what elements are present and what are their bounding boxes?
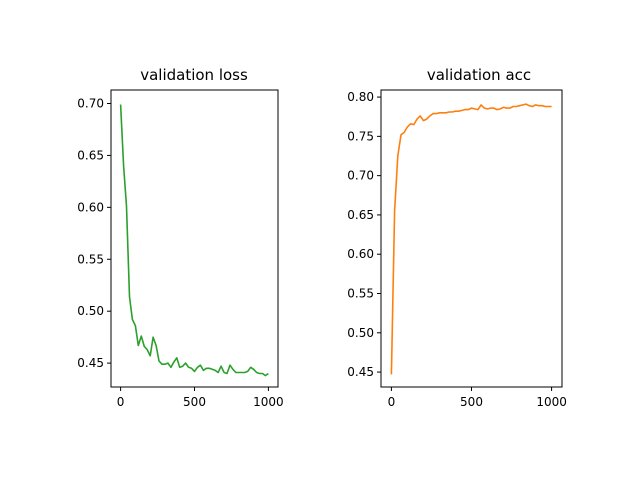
acc-y-tick-label: 0.45 xyxy=(347,365,374,379)
acc-y-tick-label: 0.50 xyxy=(347,326,374,340)
acc-panel: validation acc 0.45 0.50 0.55 0.60 0.65 0.70 0… xyxy=(347,66,567,409)
loss-chart-title: validation loss xyxy=(140,66,248,84)
loss-x-tick-label: 0 xyxy=(117,395,125,409)
acc-x-tick-label: 1000 xyxy=(536,395,567,409)
acc-y-tick-label: 0.55 xyxy=(347,287,374,301)
loss-x-tick-label: 500 xyxy=(183,395,206,409)
loss-y-tick-label: 0.65 xyxy=(77,148,104,162)
loss-y-tick-label: 0.55 xyxy=(77,252,104,266)
acc-y-tick-label: 0.65 xyxy=(347,208,374,222)
loss-y-tick-label: 0.45 xyxy=(77,356,104,370)
acc-y-tick-label: 0.60 xyxy=(347,247,374,261)
acc-chart-title: validation acc xyxy=(427,66,531,84)
loss-y-tick-label: 0.70 xyxy=(77,97,104,111)
acc-y-tick-label: 0.75 xyxy=(347,129,374,143)
acc-y-tick-label: 0.70 xyxy=(347,169,374,183)
acc-x-tick-label: 0 xyxy=(388,395,396,409)
acc-series-line xyxy=(390,103,552,375)
acc-y-tick-label: 0.80 xyxy=(347,90,374,104)
loss-y-tick-label: 0.50 xyxy=(77,304,104,318)
loss-y-tick-label: 0.60 xyxy=(77,200,104,214)
loss-panel: validation loss 0.45 0.50 0.55 0.60 0.65 0.70… xyxy=(77,66,283,409)
acc-x-tick-label: 500 xyxy=(460,395,483,409)
loss-series-line xyxy=(119,104,269,377)
loss-x-tick-label: 1000 xyxy=(253,395,284,409)
